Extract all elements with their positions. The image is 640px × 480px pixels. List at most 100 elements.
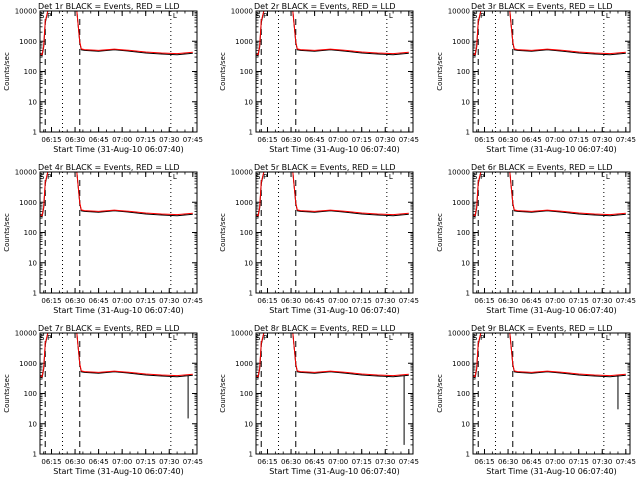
x-tick-label: 06:30	[498, 136, 518, 144]
x-tick-label: 06:30	[281, 136, 301, 144]
x-tick-label: 07:45	[616, 136, 636, 144]
marker-label: L	[606, 173, 610, 181]
panel-title: Det 2r BLACK = Events, RED = LLD	[254, 2, 396, 11]
marker-label: L	[606, 334, 610, 342]
y-tick-label: 10	[28, 259, 37, 267]
x-tick-label: 07:00	[545, 136, 565, 144]
x-tick-label: 06:15	[474, 297, 494, 305]
marker-label: P	[263, 173, 267, 181]
y-tick-label: 10	[244, 259, 253, 267]
x-axis-label: Start Time (31-Aug-10 06:07:40)	[53, 306, 184, 315]
y-axis-label: Counts/sec	[3, 213, 11, 252]
panel-5r: Det 5r BLACK = Events, RED = LLD Counts/s…	[219, 163, 419, 315]
plot-frame	[39, 332, 198, 455]
x-tick-label: 06:45	[305, 458, 325, 466]
panel-title: Det 8r BLACK = Events, RED = LLD	[254, 324, 396, 333]
x-tick-label: 06:30	[281, 458, 301, 466]
y-tick-label: 1000	[235, 199, 253, 207]
plot-frame	[472, 10, 631, 133]
y-tick-label: 10000	[448, 169, 470, 177]
y-tick-label: 1	[466, 451, 470, 459]
y-tick-label: 100	[24, 229, 37, 237]
marker-label: L	[606, 12, 610, 20]
marker-label: P	[263, 12, 267, 20]
marker-label: P	[47, 12, 51, 20]
x-tick-label: 07:00	[328, 136, 348, 144]
series-group	[40, 172, 193, 218]
marker-label: S	[473, 12, 478, 20]
marker-label: S	[40, 173, 45, 181]
series-group	[473, 333, 626, 410]
panel-title: Det 6r BLACK = Events, RED = LLD	[471, 163, 613, 172]
x-tick-label: 07:30	[375, 297, 395, 305]
x-axis-label: Start Time (31-Aug-10 06:07:40)	[269, 306, 400, 315]
series-group	[473, 172, 626, 218]
marker-label: S	[256, 12, 261, 20]
y-axis-label: Counts/sec	[436, 52, 444, 91]
y-tick-label: 1	[466, 290, 470, 298]
y-tick-label: 1000	[235, 38, 253, 46]
marker-label: L	[389, 173, 393, 181]
x-tick-label: 07:15	[569, 297, 589, 305]
x-tick-label: 07:15	[352, 458, 372, 466]
x-tick-label: 07:15	[569, 136, 589, 144]
plot-frame	[255, 171, 414, 294]
x-tick-label: 06:15	[257, 458, 277, 466]
x-tick-label: 06:15	[41, 458, 61, 466]
series-group	[40, 11, 193, 57]
y-axis-label: Counts/sec	[436, 374, 444, 413]
marker-label: S	[256, 334, 261, 342]
marker-label: P	[47, 173, 51, 181]
marker-label: L	[173, 173, 177, 181]
y-tick-label: 10	[461, 420, 470, 428]
x-tick-label: 06:45	[522, 297, 542, 305]
x-tick-label: 06:45	[89, 458, 109, 466]
panel-4r: Det 4r BLACK = Events, RED = LLD Counts/s…	[3, 163, 203, 315]
y-axis-label: Counts/sec	[219, 374, 227, 413]
x-tick-label: 07:30	[592, 297, 612, 305]
panel-2r: Det 2r BLACK = Events, RED = LLD Counts/s…	[219, 2, 419, 154]
x-tick-label: 07:30	[159, 458, 179, 466]
marker-label: P	[480, 12, 484, 20]
x-tick-label: 06:30	[65, 136, 85, 144]
y-tick-label: 1	[249, 451, 253, 459]
y-tick-label: 100	[240, 390, 253, 398]
y-tick-label: 10000	[15, 169, 37, 177]
x-tick-label: 07:45	[183, 297, 203, 305]
x-tick-label: 07:30	[375, 458, 395, 466]
y-tick-label: 10000	[15, 8, 37, 16]
y-tick-label: 10	[461, 98, 470, 106]
series-line-lld	[473, 11, 626, 56]
y-axis-label: Counts/sec	[219, 52, 227, 91]
series-group	[256, 333, 409, 445]
y-axis-label: Counts/sec	[219, 213, 227, 252]
y-tick-label: 1000	[19, 38, 37, 46]
x-tick-label: 06:45	[305, 297, 325, 305]
x-tick-label: 06:15	[41, 136, 61, 144]
y-axis-label: Counts/sec	[3, 374, 11, 413]
x-axis-label: Start Time (31-Aug-10 06:07:40)	[269, 467, 400, 476]
x-tick-label: 07:00	[328, 297, 348, 305]
x-tick-label: 07:45	[399, 458, 419, 466]
x-axis-label: Start Time (31-Aug-10 06:07:40)	[486, 145, 617, 154]
x-tick-label: 07:45	[183, 136, 203, 144]
x-tick-label: 07:00	[545, 297, 565, 305]
panel-title: Det 7r BLACK = Events, RED = LLD	[38, 324, 180, 333]
panel-9r: Det 9r BLACK = Events, RED = LLD Counts/s…	[436, 324, 636, 476]
y-tick-label: 100	[240, 229, 253, 237]
y-tick-label: 1	[33, 290, 37, 298]
y-tick-label: 1000	[452, 199, 470, 207]
x-tick-label: 07:00	[112, 458, 132, 466]
x-tick-label: 07:15	[136, 458, 156, 466]
y-tick-label: 10	[244, 420, 253, 428]
x-tick-label: 06:15	[474, 458, 494, 466]
y-tick-label: 1	[33, 451, 37, 459]
y-tick-label: 10000	[231, 8, 253, 16]
plot-frame	[39, 10, 198, 133]
x-tick-label: 06:15	[257, 136, 277, 144]
x-tick-label: 07:00	[328, 458, 348, 466]
marker-label: P	[480, 334, 484, 342]
y-tick-label: 1000	[19, 199, 37, 207]
y-tick-label: 10000	[15, 330, 37, 338]
